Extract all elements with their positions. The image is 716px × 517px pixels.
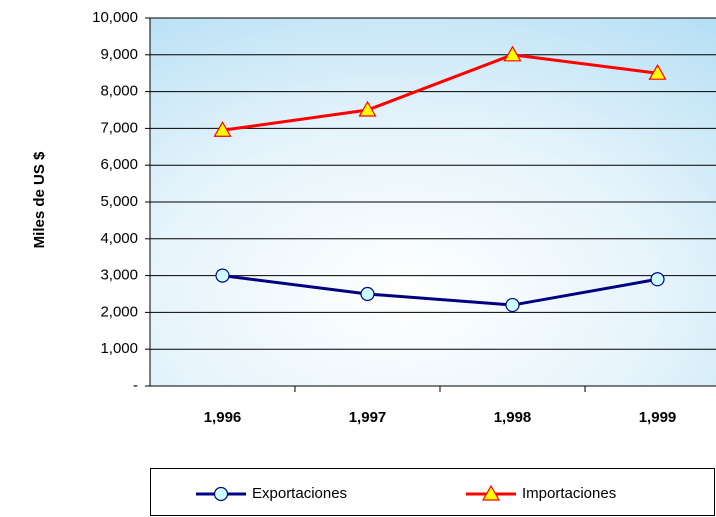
legend (150, 468, 715, 516)
y-tick-label: 7,000 (100, 119, 138, 136)
marker (215, 268, 230, 283)
legend-label: Exportaciones (252, 485, 347, 502)
marker (213, 121, 232, 137)
marker (503, 45, 522, 62)
y-tick-label: - (133, 377, 138, 394)
y-tick-label: 2,000 (100, 303, 138, 320)
marker (360, 286, 375, 302)
y-tick-label: 1,000 (100, 340, 138, 357)
y-axis-label: Miles de US $ (31, 151, 48, 248)
y-tick-label: 8,000 (100, 83, 138, 100)
y-tick-label: 9,000 (100, 46, 138, 63)
marker (481, 484, 501, 501)
y-tick-label: 6,000 (100, 156, 138, 173)
y-tick-label: 5,000 (100, 193, 138, 210)
x-tick-label: 1,996 (204, 409, 242, 426)
marker (648, 63, 667, 80)
marker (505, 297, 520, 313)
y-tick-label: 3,000 (100, 267, 138, 284)
x-tick-label: 1,997 (349, 409, 387, 426)
y-tick-label: 10,000 (92, 9, 138, 26)
legend-label: Importaciones (522, 485, 616, 502)
series-line (222, 274, 658, 307)
x-tick-label: 1,999 (639, 409, 677, 426)
marker (358, 100, 377, 117)
marker (213, 486, 229, 502)
marker (650, 272, 665, 287)
y-tick-label: 4,000 (100, 230, 138, 247)
x-tick-label: 1,998 (494, 409, 532, 426)
series-line (222, 53, 658, 132)
